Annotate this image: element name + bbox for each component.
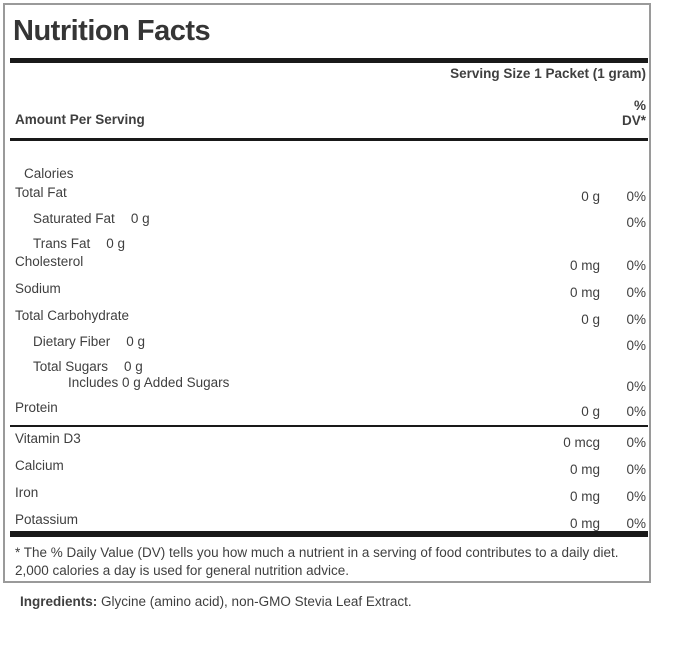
daily-value-percent-sign: % xyxy=(633,98,646,113)
vitamin-mineral-rows: Vitamin D3 0 mcg 0% Calcium 0 mg 0% Iron… xyxy=(5,432,649,531)
nutrient-amount: 0 mg xyxy=(569,285,600,300)
nutrient-inline-amount: 0 g xyxy=(106,236,126,251)
nutrient-amount: 0 mg xyxy=(569,258,600,273)
nutrient-daily-value: 0% xyxy=(626,489,646,504)
header-rule xyxy=(10,138,648,141)
nutrient-row: Vitamin D3 0 mcg 0% xyxy=(5,432,649,459)
daily-value-header: % DV* xyxy=(622,98,646,128)
nutrient-amount: 0 mg xyxy=(569,516,600,531)
nutrient-row: Saturated Fat 0 g 0% xyxy=(5,212,649,237)
nutrient-row: Iron 0 mg 0% xyxy=(5,486,649,513)
nutrient-row: Total Carbohydrate 0 g 0% xyxy=(5,309,649,335)
nutrient-daily-value xyxy=(600,167,646,171)
protein-rule xyxy=(10,425,648,427)
nutrient-amount xyxy=(520,212,600,216)
nutrient-daily-value: 0% xyxy=(626,435,646,450)
nutrient-label: Calcium xyxy=(15,458,64,473)
nutrient-daily-value: 0% xyxy=(626,258,646,273)
nutrient-amount: 0 g xyxy=(581,312,600,327)
nutrient-label: Dietary Fiber xyxy=(33,334,111,349)
nutrient-row: Includes 0 g Added Sugars 0% xyxy=(5,376,649,401)
nutrient-daily-value: 0% xyxy=(626,189,646,204)
nutrient-label: Saturated Fat xyxy=(33,211,115,226)
nutrient-label: Includes 0 g Added Sugars xyxy=(68,375,230,390)
nutrient-label: Protein xyxy=(15,400,58,415)
nutrient-daily-value: 0% xyxy=(626,312,646,327)
nutrient-amount: 0 mg xyxy=(569,489,600,504)
nutrition-facts-title: Nutrition Facts xyxy=(13,15,211,47)
nutrient-label: Total Carbohydrate xyxy=(15,308,130,323)
nutrient-amount xyxy=(520,335,600,339)
nutrient-amount xyxy=(520,360,600,364)
nutrient-label: Cholesterol xyxy=(15,254,84,269)
nutrient-label: Total Fat xyxy=(15,185,67,200)
nutrient-daily-value xyxy=(600,360,646,364)
nutrient-inline-amount: 0 g xyxy=(126,334,146,349)
nutrient-daily-value: 0% xyxy=(626,215,646,230)
bottom-rule xyxy=(10,531,648,537)
nutrient-amount: 0 g xyxy=(581,189,600,204)
nutrient-label: Iron xyxy=(15,485,39,500)
nutrient-row: Total Fat 0 g 0% xyxy=(5,186,649,212)
nutrient-daily-value: 0% xyxy=(626,404,646,419)
nutrient-amount: 0 g xyxy=(581,404,600,419)
nutrient-rows: Calories Total Fat 0 g 0% Saturated Fat 0… xyxy=(5,167,649,425)
nutrient-row: Dietary Fiber 0 g 0% xyxy=(5,335,649,360)
nutrient-amount: 0 mcg xyxy=(563,435,600,450)
nutrient-inline-amount: 0 g xyxy=(130,211,150,226)
amount-per-serving-label: Amount Per Serving xyxy=(15,112,145,127)
title-rule xyxy=(10,58,648,63)
nutrient-amount xyxy=(520,376,600,380)
nutrient-daily-value: 0% xyxy=(626,462,646,477)
nutrient-label: Sodium xyxy=(15,281,61,296)
nutrition-label-box: Nutrition Facts Serving Size 1 Packet (1… xyxy=(3,3,651,583)
nutrient-label: Calories xyxy=(24,166,74,181)
nutrient-amount xyxy=(520,167,600,171)
serving-size: Serving Size 1 Packet (1 gram) xyxy=(450,66,646,81)
nutrient-daily-value: 0% xyxy=(626,516,646,531)
nutrient-daily-value: 0% xyxy=(626,285,646,300)
nutrient-amount: 0 mg xyxy=(569,462,600,477)
nutrient-label: Potassium xyxy=(15,512,79,527)
nutrient-daily-value: 0% xyxy=(626,379,646,394)
nutrient-label: Total Sugars xyxy=(33,359,109,374)
nutrient-row: Trans Fat 0 g xyxy=(5,237,649,255)
nutrient-row: Protein 0 g 0% xyxy=(5,401,649,425)
daily-value-abbrev: DV* xyxy=(621,113,646,128)
nutrient-label: Vitamin D3 xyxy=(15,431,81,446)
nutrient-row: Cholesterol 0 mg 0% xyxy=(5,255,649,282)
nutrient-row: Total Sugars 0 g xyxy=(5,360,649,376)
column-header-row: Amount Per Serving % DV* xyxy=(5,98,649,128)
nutrient-row: Sodium 0 mg 0% xyxy=(5,282,649,309)
ingredients-line: Ingredients: Glycine (amino acid), non-G… xyxy=(20,594,412,610)
nutrient-row: Potassium 0 mg 0% xyxy=(5,513,649,531)
ingredients-text: Glycine (amino acid), non-GMO Stevia Lea… xyxy=(97,594,412,609)
nutrient-daily-value xyxy=(600,237,646,241)
daily-value-footnote: * The % Daily Value (DV) tells you how m… xyxy=(15,545,619,578)
nutrient-amount xyxy=(520,237,600,241)
ingredients-label: Ingredients: xyxy=(20,594,98,609)
nutrient-inline-amount: 0 g xyxy=(124,359,143,374)
nutrient-label: Trans Fat xyxy=(33,236,91,251)
nutrient-daily-value: 0% xyxy=(626,338,646,353)
nutrient-row: Calories xyxy=(5,167,649,186)
nutrient-row: Calcium 0 mg 0% xyxy=(5,459,649,486)
